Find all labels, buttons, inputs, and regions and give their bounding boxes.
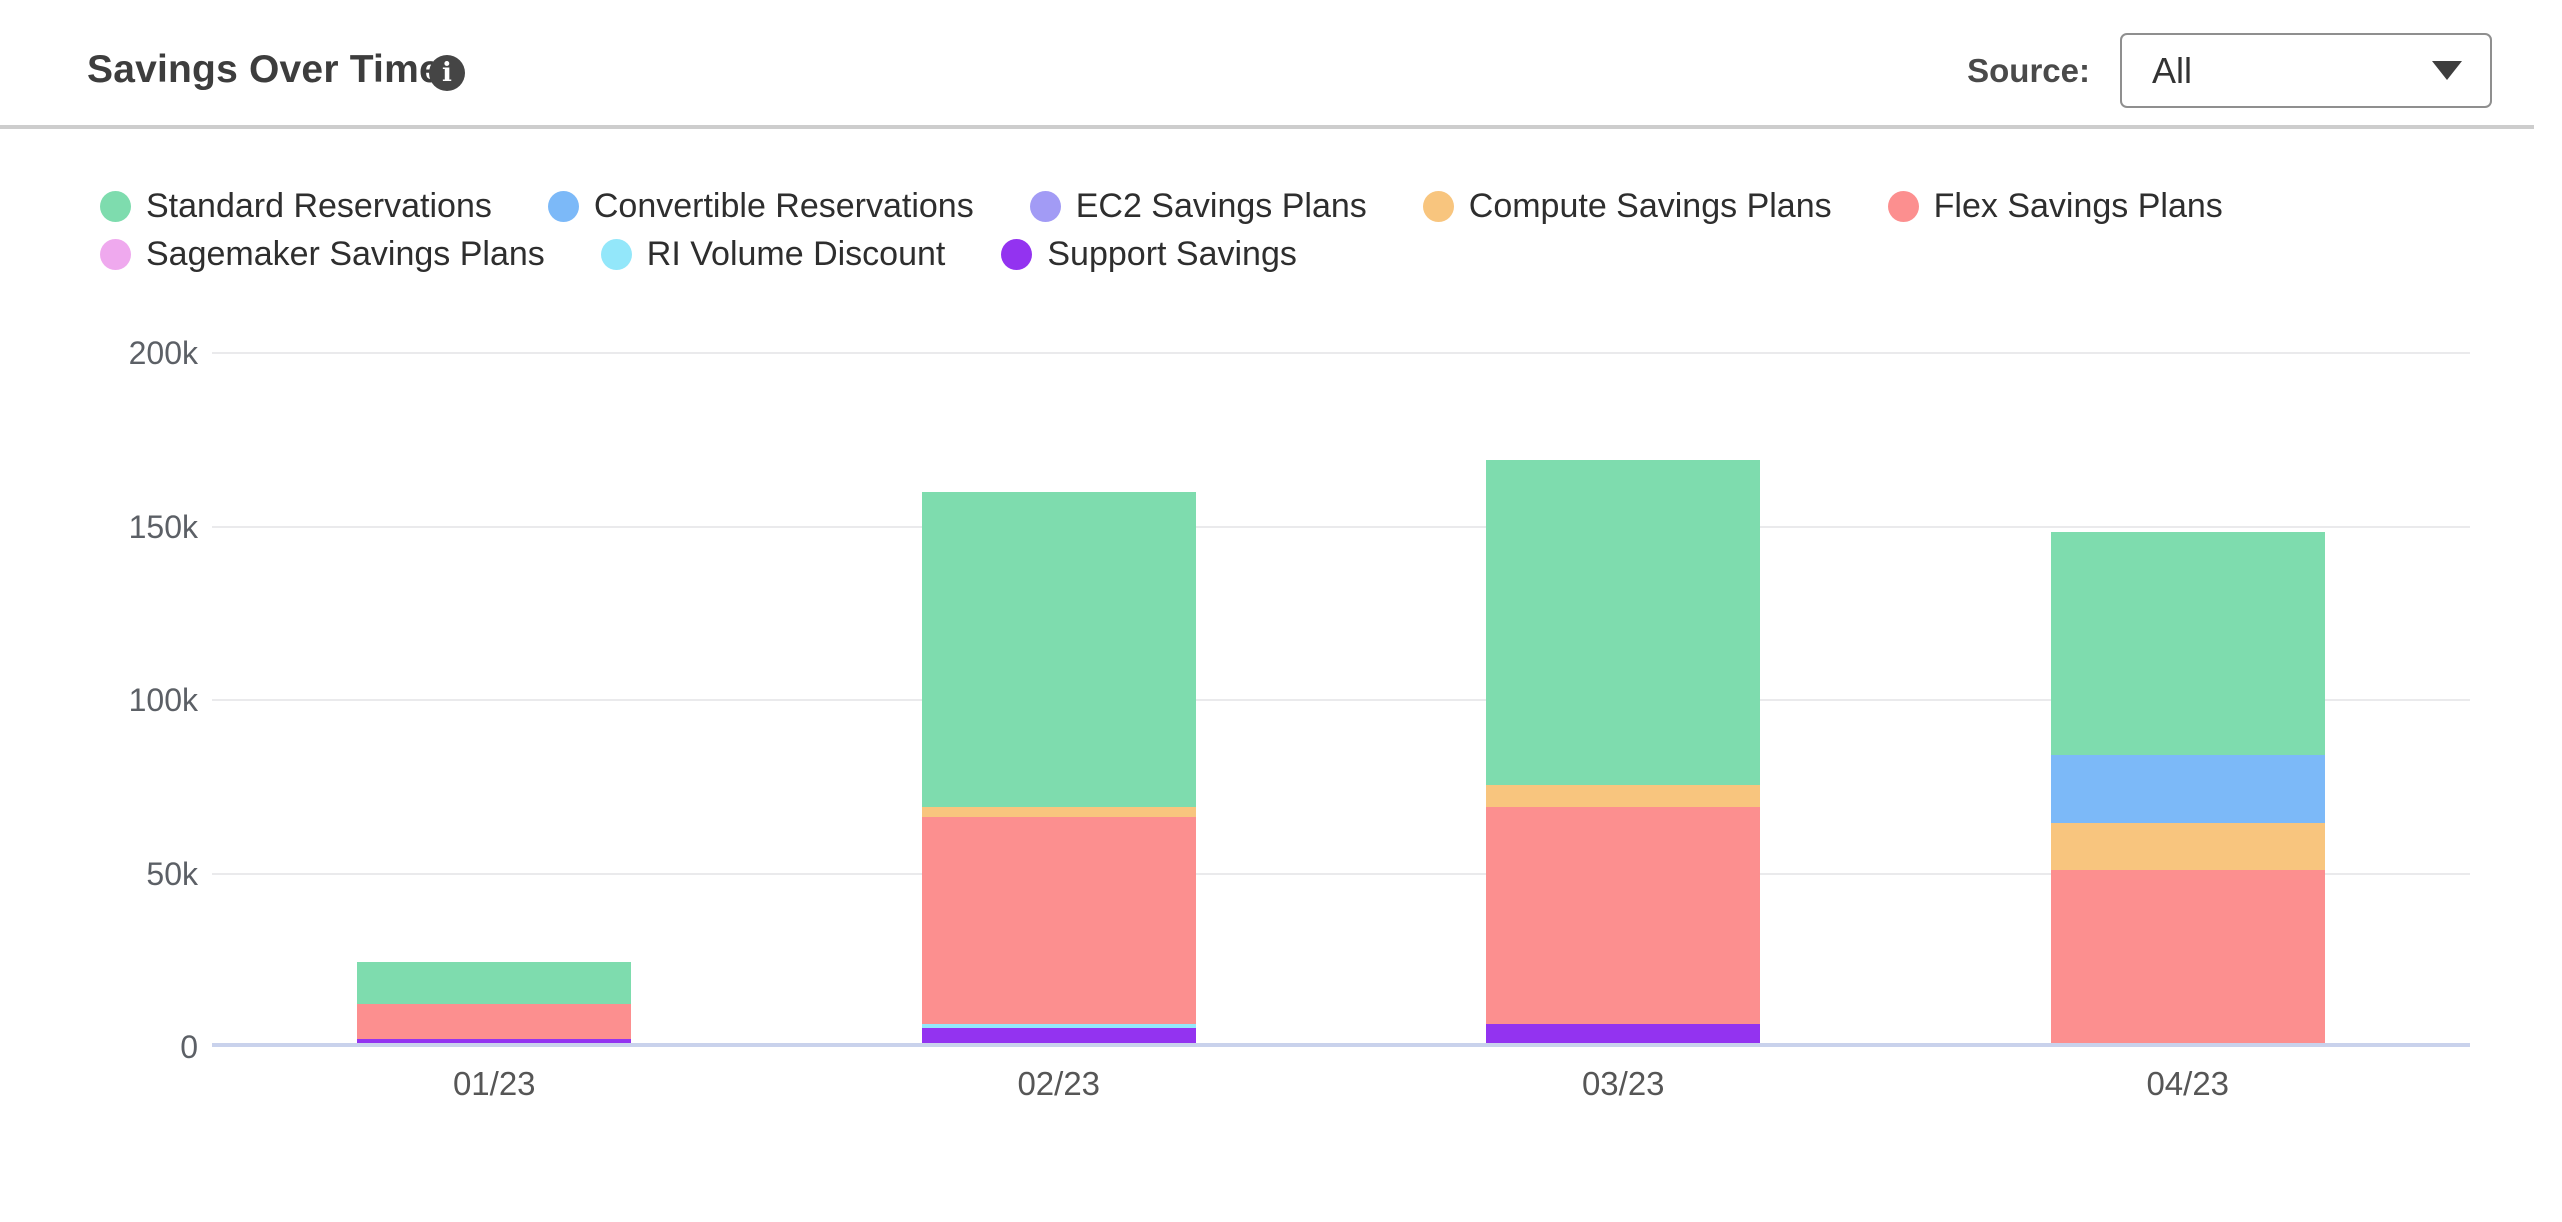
bar-segment-flex-savings-plans[interactable] [1486, 807, 1761, 1024]
bar-04-23 [2050, 531, 2325, 1043]
legend-item-label: Support Savings [1047, 234, 1297, 273]
legend-item-compute-savings-plans[interactable]: Compute Savings Plans [1422, 183, 1832, 229]
bar-segment-support-savings[interactable] [1486, 1023, 1761, 1043]
legend-dot-icon [600, 238, 632, 270]
chevron-down-icon [2432, 61, 2462, 80]
x-axis: 01/23 02/23 03/23 04/23 [0, 1062, 2562, 1112]
bar-02-23 [921, 492, 1196, 1043]
bar-segment-compute-savings-plans[interactable] [1486, 784, 1761, 808]
legend-dot-icon [1422, 190, 1454, 222]
x-axis-label: 04/23 [2146, 1065, 2230, 1102]
bar-01-23 [357, 961, 632, 1043]
legend-item-standard-reservations[interactable]: Standard Reservations [100, 183, 492, 229]
legend-dot-icon [1001, 238, 1033, 270]
page-title: Savings Over Time [87, 48, 441, 91]
legend-dot-icon [1029, 190, 1061, 222]
source-label: Source: [1967, 51, 2090, 89]
bar-segment-flex-savings-plans[interactable] [2050, 869, 2325, 1043]
x-axis-label: 03/23 [1581, 1065, 1665, 1102]
bar-segment-standard-reservations[interactable] [357, 961, 632, 1005]
y-axis-label: 100k [128, 682, 198, 718]
bar-segment-ri-volume-discount[interactable] [921, 1023, 1196, 1028]
bar-segment-standard-reservations[interactable] [1486, 460, 1761, 785]
x-axis-line [212, 1043, 2470, 1047]
gridline [212, 525, 2470, 528]
bar-segment-compute-savings-plans[interactable] [2050, 822, 2325, 870]
legend-item-label: Convertible Reservations [593, 186, 974, 225]
legend-item-convertible-reservations[interactable]: Convertible Reservations [547, 183, 974, 229]
header-divider [0, 125, 2534, 129]
legend-item-label: RI Volume Discount [646, 234, 946, 273]
bar-segment-flex-savings-plans[interactable] [357, 1004, 632, 1039]
legend-item-label: EC2 Savings Plans [1075, 186, 1367, 225]
plot-area [212, 352, 2470, 1047]
source-dropdown-value: All [2152, 49, 2193, 91]
legend-item-label: Standard Reservations [146, 186, 492, 225]
bar-03-23 [1486, 460, 1761, 1043]
legend-dot-icon [100, 190, 131, 222]
legend-item-sagemaker-savings-plans[interactable]: Sagemaker Savings Plans [100, 231, 545, 277]
bar-segment-support-savings[interactable] [357, 1038, 632, 1043]
legend-item-label: Flex Savings Plans [1933, 186, 2223, 225]
legend-dot-icon [547, 190, 579, 222]
bar-segment-convertible-reservations[interactable] [2050, 755, 2325, 823]
bar-segment-support-savings[interactable] [921, 1027, 1196, 1043]
legend-item-flex-savings-plans[interactable]: Flex Savings Plans [1887, 183, 2223, 229]
legend-item-ec2-savings-plans[interactable]: EC2 Savings Plans [1029, 183, 1367, 229]
legend-item-label: Sagemaker Savings Plans [146, 234, 545, 273]
legend-item-support-savings[interactable]: Support Savings [1001, 231, 1297, 277]
bar-segment-standard-reservations[interactable] [921, 492, 1196, 808]
legend-dot-icon [1887, 190, 1919, 222]
legend-item-ri-volume-discount[interactable]: RI Volume Discount [600, 231, 946, 277]
y-axis-label: 0 [180, 1029, 198, 1065]
gridline [212, 699, 2470, 701]
gridline [212, 352, 2470, 354]
info-icon[interactable]: i [429, 55, 465, 91]
source-dropdown[interactable]: All [2120, 33, 2492, 108]
legend-item-label: Compute Savings Plans [1468, 186, 1832, 225]
chart-legend: Standard Reservations Convertible Reserva… [100, 183, 2460, 277]
y-axis-label: 200k [128, 335, 198, 371]
legend-dot-icon [100, 238, 131, 270]
bar-segment-flex-savings-plans[interactable] [921, 817, 1196, 1024]
x-axis-label: 01/23 [452, 1065, 536, 1102]
y-axis-label: 150k [128, 508, 198, 545]
y-axis: 0 50k 100k 150k 200k [0, 335, 198, 1065]
x-axis-label: 02/23 [1017, 1065, 1101, 1102]
source-control: Source: All [1967, 33, 2492, 108]
gridline [212, 872, 2470, 875]
bar-segment-standard-reservations[interactable] [2050, 531, 2325, 756]
bar-segment-compute-savings-plans[interactable] [921, 807, 1196, 818]
y-axis-label: 50k [146, 855, 198, 892]
